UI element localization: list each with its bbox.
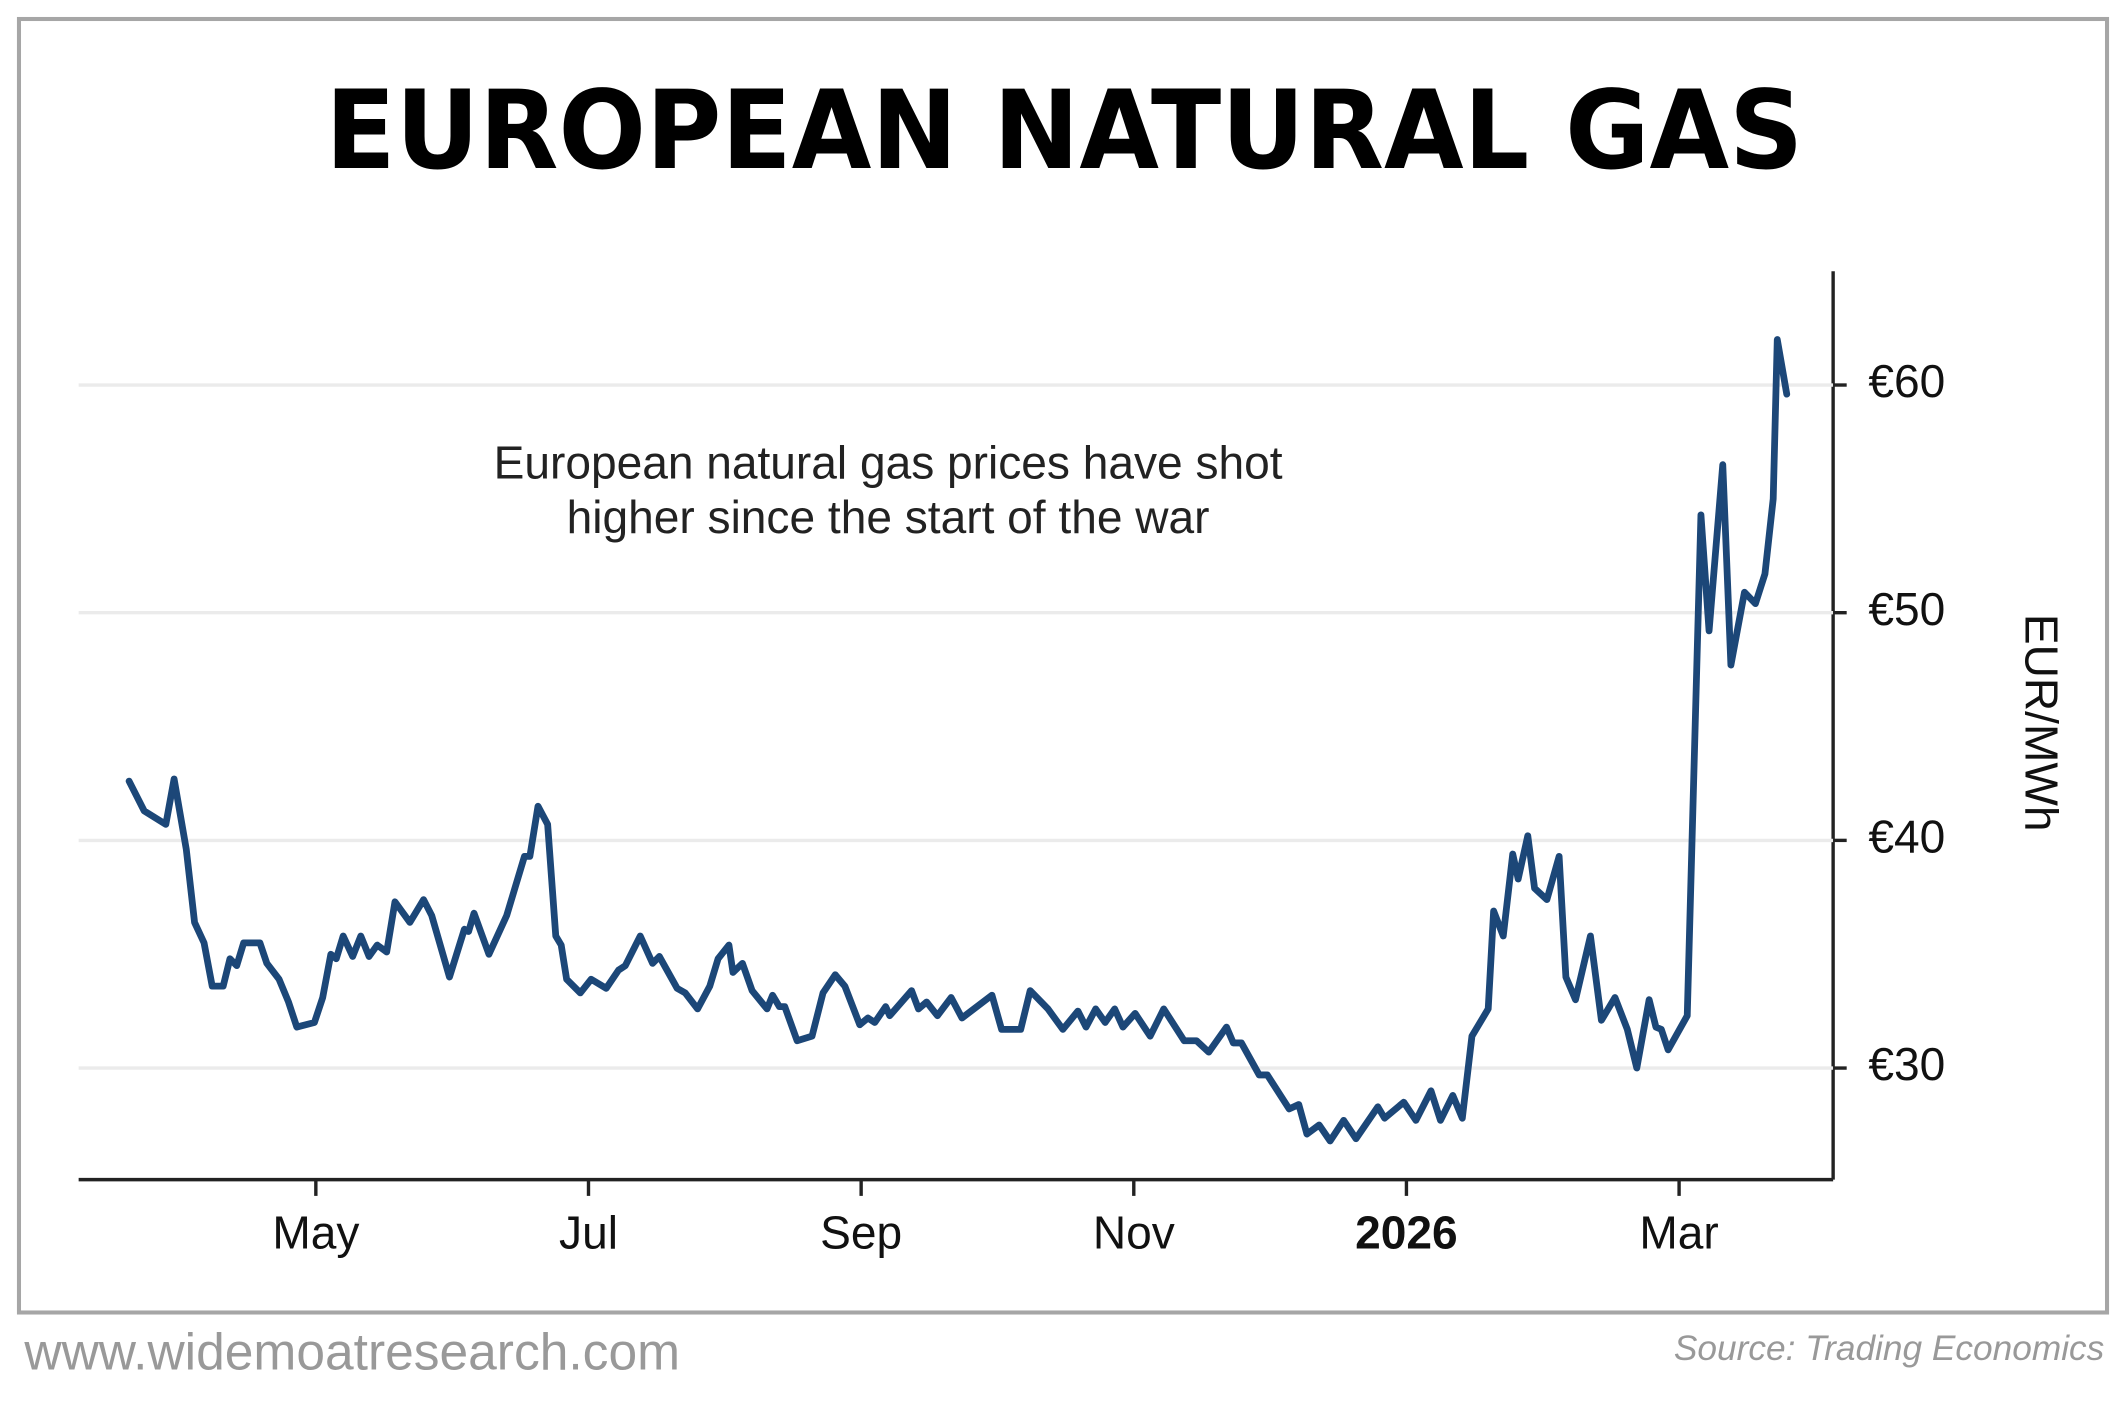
x-tick-label: Nov: [1093, 1207, 1175, 1259]
frame: [16, 16, 2110, 1315]
y-axis-label: EUR/MWh: [2016, 614, 2068, 832]
source: Source: Trading Economics: [1674, 1329, 2104, 1368]
chart-title: EUROPEAN NATURAL GAS: [325, 67, 1803, 194]
price-line: [125, 336, 1791, 1145]
y-tick-label: €50: [1868, 583, 1945, 635]
y-tick-label: €60: [1868, 355, 1945, 407]
annotation: European natural gas prices have shot: [494, 437, 1283, 489]
x-tick-label: May: [272, 1207, 359, 1259]
y-tick-label: €30: [1868, 1038, 1945, 1090]
y-tick-label: €40: [1868, 811, 1945, 863]
x-tick-label: Jul: [559, 1207, 618, 1259]
x-tick-label: 2026: [1355, 1207, 1458, 1259]
annotation: higher since the start of the war: [567, 491, 1210, 543]
x-tick-label: Sep: [820, 1207, 902, 1259]
x-tick-label: Mar: [1639, 1207, 1718, 1259]
website: www.widemoatresearch.com: [23, 1322, 680, 1380]
